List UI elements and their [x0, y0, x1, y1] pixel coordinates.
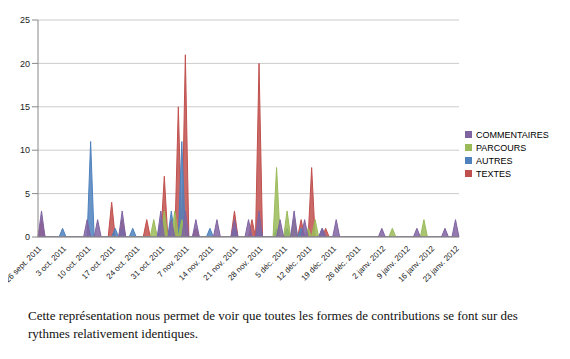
svg-text:12 déc. 2011: 12 déc. 2011	[274, 244, 314, 283]
svg-text:16 janv. 2012: 16 janv. 2012	[396, 244, 437, 284]
svg-text:3 oct. 2011: 3 oct. 2011	[34, 244, 68, 278]
svg-text:9 janv. 2012: 9 janv. 2012	[375, 244, 412, 281]
svg-text:19 déc. 2011: 19 déc. 2011	[299, 244, 339, 283]
svg-text:31 oct. 2011: 31 oct. 2011	[129, 244, 167, 282]
html-text:COMMENTAIRES: COMMENTAIRES	[476, 129, 549, 140]
svg-text:24 oct. 2011: 24 oct. 2011	[104, 244, 142, 282]
svg-text:10: 10	[20, 145, 30, 155]
svg-text:28 nov. 2011: 28 nov. 2011	[226, 244, 265, 283]
svg-text:17 oct. 2011: 17 oct. 2011	[80, 244, 118, 282]
html-text:TEXTES: TEXTES	[476, 168, 511, 179]
html-text:AUTRES: AUTRES	[476, 155, 513, 166]
svg-text:23 janv. 2012: 23 janv. 2012	[421, 244, 461, 284]
svg-text:21 nov. 2011: 21 nov. 2011	[201, 244, 240, 283]
svg-text:26 sept. 2011: 26 sept. 2011	[8, 244, 44, 285]
svg-text:10 oct. 2011: 10 oct. 2011	[55, 244, 93, 282]
svg-text:5 déc. 2011: 5 déc. 2011	[253, 244, 289, 280]
svg-text:0: 0	[25, 232, 30, 242]
svg-text:26 déc. 2011: 26 déc. 2011	[324, 244, 363, 283]
svg-text:20: 20	[20, 59, 30, 69]
svg-text:14 nov. 2011: 14 nov. 2011	[177, 244, 216, 283]
svg-text:25: 25	[20, 15, 30, 25]
svg-text:5: 5	[25, 189, 30, 199]
svg-text:2 janv. 2012: 2 janv. 2012	[350, 244, 388, 281]
svg-text:7 nov. 2011: 7 nov. 2011	[155, 244, 191, 280]
html-text:Cette représentation nous perm: Cette représentation nous permet de voir…	[28, 308, 518, 341]
html-text:PARCOURS: PARCOURS	[476, 142, 527, 153]
svg-text:15: 15	[20, 102, 30, 112]
